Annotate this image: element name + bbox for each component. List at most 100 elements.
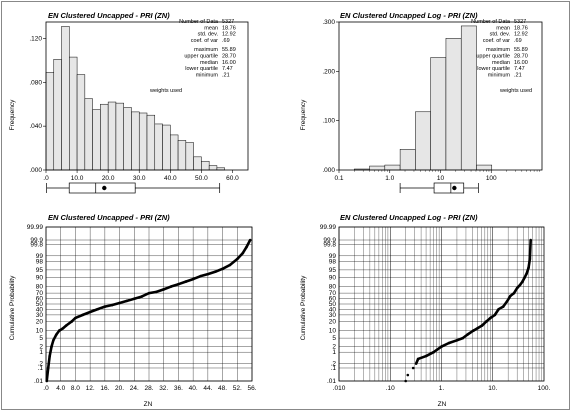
histogram-log-ytick-label-3: .300 <box>322 19 335 26</box>
cumulative-linear-ytick-label-17: 99 <box>36 253 44 260</box>
histogram-log-xtick-label-2: 10 <box>437 175 445 182</box>
histogram-linear-stat-label-3: coef. of var <box>191 38 218 44</box>
cumulative-log-ytick-label-2: .2 <box>331 361 337 368</box>
cumulative-log-point-29 <box>528 257 532 261</box>
histogram-log-box-iqr <box>433 182 465 194</box>
cumulative-log-point-28 <box>527 266 530 269</box>
histogram-linear-bar-5 <box>84 98 93 171</box>
histogram-linear-stat-label-6: upper quartile <box>184 54 218 60</box>
cumulative-linear-ytick-label-10: 50 <box>36 301 44 308</box>
histogram-linear-xtick-label-4: 40.0 <box>164 175 177 182</box>
cumulative-log-ytick-label-15: 95 <box>329 267 337 274</box>
cumulative-linear-point-12 <box>88 310 92 314</box>
cumulative-linear-ytick-label-8: 30 <box>36 312 44 319</box>
cumulative-log-ytick-label-1: .1 <box>331 365 337 372</box>
cumulative-linear-xtick-label-5: 20. <box>115 385 124 392</box>
histogram-log-stat-value-6: 28.70 <box>514 54 528 60</box>
cumulative-log-ytick-label-6: 10 <box>329 328 337 335</box>
cumulative-log-ylabel: Cumulative Probability <box>300 275 307 340</box>
cumulative-linear-xlabel: ZN <box>144 401 153 408</box>
cumulative-linear-ytick-label-13: 80 <box>36 284 44 291</box>
histogram-linear-stat-label-7: median <box>200 60 218 66</box>
histogram-log-stat-label-6: upper quartile <box>476 54 510 60</box>
histogram-log-ticks: .000 .100 .200 .300 0.1 1.0 10 100 <box>322 19 540 182</box>
cumulative-linear-ytick-label-1: .1 <box>38 365 44 372</box>
cumulative-linear-xtick-label-2: 8.0 <box>71 385 80 392</box>
histogram-linear-stat-value-7: 16.00 <box>222 60 236 66</box>
histogram-log-stat-value-8: 7.47 <box>514 66 525 72</box>
histogram-log-title: EN Clustered Uncapped Log - PRI (ZN) <box>340 11 478 20</box>
cumulative-log-ytick-label-7: 20 <box>329 318 337 325</box>
cumulative-linear-point-27 <box>199 274 202 278</box>
histogram-linear-plot-frame <box>45 21 249 171</box>
cumulative-linear-ytick-label-0: .01 <box>34 378 43 385</box>
cumulative-linear-ytick-label-9: 40 <box>36 306 44 313</box>
histogram-log-bar-4 <box>415 111 431 171</box>
cumulative-log-point-23 <box>515 286 519 290</box>
cumulative-log-ytick-label-12: 70 <box>329 290 337 297</box>
cumulative-log-point-3 <box>414 362 418 365</box>
cumulative-log-point-30 <box>529 238 532 242</box>
histogram-linear-ytick-label-1: .040 <box>29 123 42 130</box>
cumulative-linear-point-35 <box>248 238 252 242</box>
cumulative-log-ytick-label-14: 90 <box>329 274 337 281</box>
histogram-log-bar-3 <box>399 149 416 171</box>
cumulative-linear-grid: .01.1.212510203040506070809095989999.899… <box>27 224 257 392</box>
cumulative-log-point-14 <box>480 324 484 327</box>
cumulative-linear-point-4 <box>52 339 55 342</box>
cumulative-log-point-16 <box>489 316 492 320</box>
histogram-log-stat-value-0: 5327 <box>514 19 526 25</box>
histogram-log-xtick-label-3: 100 <box>486 175 497 182</box>
histogram-linear-bar-21 <box>208 165 218 171</box>
histogram-log-xtick-label-0: 0.1 <box>334 175 343 182</box>
cumulative-linear-point-6 <box>57 329 61 332</box>
cumulative-log-point-17 <box>493 313 497 317</box>
histogram-linear-stat-label-0: Number of Data <box>179 19 219 25</box>
cumulative-linear-points <box>45 238 252 383</box>
histogram-linear-ytick-label-0: .000 <box>29 167 42 174</box>
cumulative-linear-ytick-label-4: 2 <box>39 344 43 351</box>
histogram-linear-bar-20 <box>201 160 210 171</box>
cumulative-log-point-13 <box>476 327 479 330</box>
histogram-log-stat-value-9: .21 <box>514 72 522 78</box>
cumulative-linear-title: EN Clustered Uncapped - PRI (ZN) <box>48 213 170 222</box>
cumulative-log-plot-frame <box>338 226 545 382</box>
histogram-log-stat-value-5: 55.89 <box>514 47 528 53</box>
histogram-linear-bar-19 <box>193 156 202 171</box>
cumulative-log-point-9 <box>455 339 459 342</box>
cumulative-linear-point-2 <box>48 354 51 358</box>
cumulative-linear-ytick-label-2: .2 <box>38 361 44 368</box>
cumulative-log-ytick-label-20: 99.99 <box>320 224 337 231</box>
cumulative-log-point-5 <box>424 354 428 358</box>
cumulative-linear-xtick-label-0: .0 <box>43 385 49 392</box>
cumulative-log-point-27 <box>525 272 529 275</box>
cumulative-linear-xtick-label-1: 4.0 <box>56 385 65 392</box>
cumulative-linear-xtick-label-4: 16. <box>100 385 109 392</box>
histogram-linear-stat-label-5: maximum <box>194 47 218 53</box>
cumulative-log-point-21 <box>508 294 512 298</box>
histogram-log-ytick-label-0: .000 <box>322 167 335 174</box>
histogram-linear-xtick-label-0: .0 <box>43 175 49 182</box>
histogram-linear-stat-value-6: 28.70 <box>222 54 236 60</box>
histogram-linear-bar-15 <box>162 124 171 171</box>
histogram-linear-bar-6 <box>92 109 101 171</box>
histogram-log-boxplot <box>399 182 479 194</box>
cumulative-linear-point-18 <box>132 297 136 301</box>
histogram-linear-bar-3 <box>69 56 78 171</box>
cumulative-linear-ytick-label-20: 99.99 <box>27 224 44 231</box>
cumulative-log-xtick-label-2: 1. <box>439 385 445 392</box>
cumulative-linear-point-30 <box>221 267 224 271</box>
cumulative-log-curve <box>414 239 532 365</box>
cumulative-linear-point-8 <box>64 324 68 327</box>
histogram-log-bar-7 <box>460 25 477 171</box>
histogram-linear-stat-value-2: 12.92 <box>222 32 236 38</box>
histogram-log-stat-label-1: mean <box>496 25 510 31</box>
cumulative-log-xtick-label-4: 100. <box>538 385 551 392</box>
histogram-linear-stat-value-3: .69 <box>222 38 230 44</box>
cumulative-log-points <box>404 238 532 383</box>
cumulative-linear-point-23 <box>169 285 173 288</box>
histogram-linear-stat-label-8: lower quartile <box>185 66 218 72</box>
histogram-log-xtick-label-1: 1.0 <box>385 175 394 182</box>
